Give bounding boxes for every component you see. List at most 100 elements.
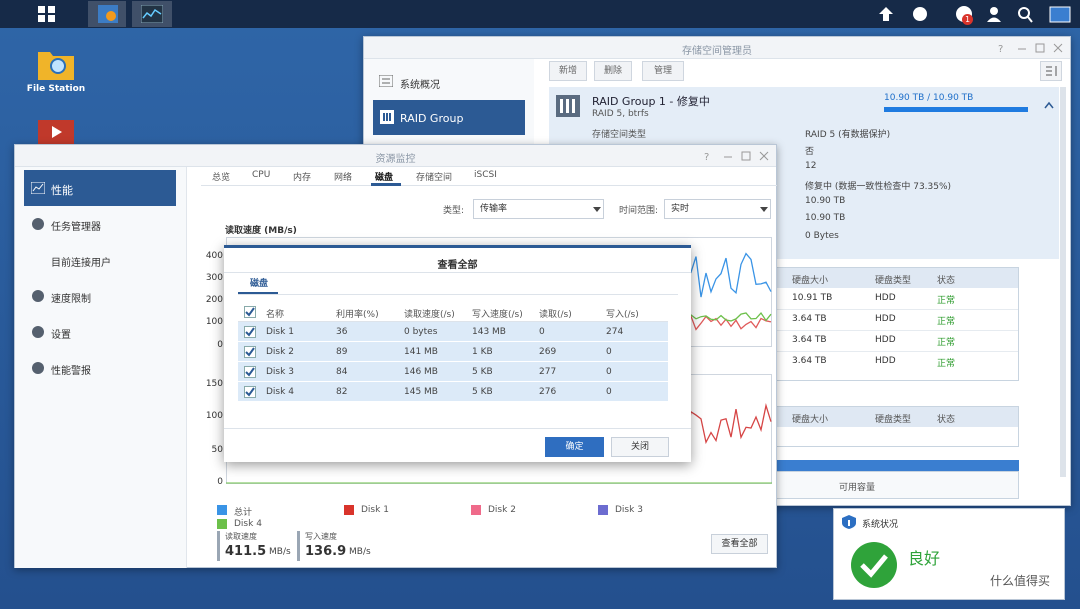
detail-value: RAID 5 (有数据保护) bbox=[805, 130, 891, 140]
table-cell: 146 MB bbox=[404, 367, 438, 377]
svg-text:?: ? bbox=[998, 44, 1003, 54]
table-cell: Disk 2 bbox=[266, 347, 294, 357]
tab[interactable]: iSCSI bbox=[474, 170, 497, 180]
sidebar-item: RAID Group bbox=[400, 112, 464, 125]
table-row[interactable] bbox=[238, 342, 668, 362]
table-cell: 正常 bbox=[937, 317, 956, 327]
toolbar-button[interactable]: 新增 bbox=[549, 61, 587, 81]
legend-label: 总计 bbox=[234, 508, 253, 518]
table-cell: 89 bbox=[336, 347, 348, 357]
stat-value: 411.5 bbox=[225, 544, 267, 559]
sidebar-icon bbox=[32, 290, 44, 302]
sidebar-item[interactable]: 系统概况 bbox=[400, 80, 440, 91]
y-tick-label: 150 bbox=[205, 379, 223, 389]
table-cell: 3.64 TB bbox=[792, 335, 827, 345]
toolbar-button[interactable]: 管理 bbox=[642, 61, 684, 81]
table-header-cell: 硬盘大小 bbox=[792, 276, 829, 286]
table-header-cell: 硬盘类型 bbox=[875, 276, 912, 286]
table-header-cell: 状态 bbox=[937, 276, 956, 286]
main-menu-button[interactable] bbox=[38, 6, 56, 22]
tab[interactable]: 内存 bbox=[293, 173, 312, 183]
table-header-cell: 名称 bbox=[266, 310, 285, 320]
table-cell: 269 bbox=[539, 347, 557, 357]
tab[interactable]: 网络 bbox=[334, 173, 353, 183]
range-select[interactable]: 实时 bbox=[664, 199, 771, 219]
table-cell: 1 KB bbox=[472, 347, 493, 357]
sidebar-item[interactable]: 速度限制 bbox=[51, 294, 91, 305]
scrollbar bbox=[1060, 87, 1066, 477]
stat-value: 136.9 bbox=[305, 544, 347, 559]
table-cell: 82 bbox=[336, 387, 348, 397]
legend-swatch bbox=[217, 519, 227, 529]
sidebar-icon bbox=[32, 218, 44, 230]
sidebar-icon bbox=[379, 75, 393, 87]
footer-panel bbox=[776, 471, 1019, 499]
table-cell: 84 bbox=[336, 367, 348, 377]
table-cell: Disk 4 bbox=[266, 387, 294, 397]
tab-divider bbox=[238, 294, 678, 295]
table-cell: HDD bbox=[875, 356, 896, 366]
dialog-tab[interactable]: 磁盘 bbox=[250, 279, 269, 289]
row-divider bbox=[777, 309, 1018, 310]
legend-swatch bbox=[217, 505, 227, 515]
table-cell: 0 bbox=[606, 347, 612, 357]
sidebar-icon bbox=[31, 182, 45, 194]
checkbox bbox=[244, 326, 256, 338]
type-select[interactable]: 传输率 bbox=[473, 199, 604, 219]
table-cell: 145 MB bbox=[404, 387, 438, 397]
stat-unit: MB/s bbox=[349, 547, 371, 557]
table-header bbox=[238, 303, 668, 322]
toolbar-button[interactable]: 删除 bbox=[594, 61, 632, 81]
table-cell: HDD bbox=[875, 335, 896, 345]
table-cell: 143 MB bbox=[472, 327, 506, 337]
table-row[interactable] bbox=[238, 322, 668, 342]
sidebar-item[interactable]: 目前连接用户 bbox=[51, 258, 111, 269]
tab[interactable]: 总览 bbox=[212, 173, 231, 183]
sidebar-item-selected[interactable] bbox=[373, 100, 525, 135]
title-bar bbox=[15, 145, 776, 167]
ok-button[interactable]: 确定 bbox=[545, 437, 604, 457]
tab[interactable]: CPU bbox=[252, 170, 271, 180]
range-label: 时间范围: bbox=[619, 206, 659, 216]
table-row[interactable] bbox=[238, 362, 668, 382]
collapse-arrow bbox=[1044, 101, 1054, 109]
view-all-dialog: 查看全部 磁盘 名称 利用率(%) 读取速度(/s) 写入速度(/s) 读取(/s) 写入(/… bbox=[224, 245, 691, 462]
raid-capacity: 10.90 TB / 10.90 TB bbox=[884, 93, 974, 103]
raid-subtitle: RAID 5, btrfs bbox=[592, 109, 649, 119]
dropdown-arrow bbox=[593, 207, 601, 212]
tab[interactable]: 磁盘 bbox=[375, 173, 394, 183]
sidebar-item[interactable]: 性能警报 bbox=[51, 366, 91, 377]
file-station-icon[interactable] bbox=[38, 48, 74, 80]
second-table: 硬盘大小 硬盘类型 状态 bbox=[776, 406, 1019, 447]
sidebar-icon bbox=[32, 326, 44, 338]
dialog-title: 查看全部 bbox=[437, 260, 478, 271]
stat-unit: MB/s bbox=[269, 547, 291, 557]
table-row[interactable] bbox=[238, 382, 668, 402]
sidebar-item[interactable]: 任务管理器 bbox=[51, 222, 101, 233]
window-controls: ? bbox=[704, 151, 769, 162]
close-button[interactable]: 关闭 bbox=[611, 437, 669, 457]
view-all-button[interactable]: 查看全部 bbox=[711, 534, 768, 554]
table-cell: 0 bbox=[606, 387, 612, 397]
table-cell: 3.64 TB bbox=[792, 314, 827, 324]
table-cell: 正常 bbox=[937, 359, 956, 369]
footer-divider bbox=[224, 428, 691, 429]
sidebar-item[interactable]: 设置 bbox=[51, 330, 71, 341]
app-icon bbox=[98, 5, 118, 23]
footer-label: 可用容量 bbox=[839, 483, 876, 493]
window-title: 资源监控 bbox=[375, 154, 416, 165]
sidebar-icon bbox=[32, 362, 44, 374]
title-divider bbox=[224, 272, 691, 273]
table-header bbox=[777, 268, 1018, 288]
y-tick-label: 300 bbox=[205, 273, 223, 283]
desktop-icon-label[interactable]: File Station bbox=[26, 84, 86, 94]
notification-badge: 1 bbox=[962, 14, 973, 25]
table-header-cell: 写入速度(/s) bbox=[472, 310, 523, 320]
stat-bar bbox=[217, 531, 220, 561]
row-divider bbox=[777, 351, 1018, 352]
stat-label: 读取速度 bbox=[225, 532, 257, 541]
table-cell: 274 bbox=[606, 327, 624, 337]
table-cell: 141 MB bbox=[404, 347, 438, 357]
tab[interactable]: 存储空间 bbox=[416, 173, 453, 183]
sidebar-item-selected[interactable] bbox=[24, 170, 176, 206]
